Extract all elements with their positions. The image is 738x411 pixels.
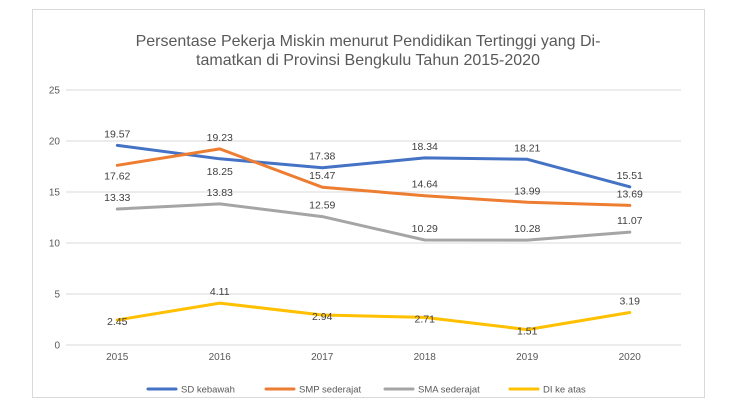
data-label-sd-kebawah-2020: 15.51	[617, 170, 643, 182]
data-label-smp-sederajat-2017: 15.47	[309, 170, 335, 182]
chart-title-line-1: Persentase Pekerja Miskin menurut Pendid…	[136, 33, 601, 50]
data-label-sma-sederajat-2018: 10.29	[412, 223, 438, 235]
series-line-sma-sederajat	[115, 202, 632, 242]
data-label-smp-sederajat-2016: 19.23	[207, 132, 233, 144]
data-label-di-ke-atas-2016: 4.11	[210, 286, 230, 298]
data-label-sma-sederajat-2017: 12.59	[309, 200, 335, 212]
legend-entry-di-ke-atas: DI ke atas	[543, 385, 586, 396]
y-tick-label-5: 5	[54, 290, 60, 301]
legend-entry-sd-kebawah: SD kebawah	[181, 385, 235, 396]
series-lines	[115, 143, 632, 332]
data-label-smp-sederajat-2018: 14.64	[412, 179, 438, 191]
data-label-sd-kebawah-2017: 17.38	[309, 151, 335, 163]
data-label-sma-sederajat-2016: 13.83	[207, 187, 233, 199]
series-line-smp-sederajat	[115, 147, 632, 207]
legend-entry-sma-sederajat: SMA sederajat	[418, 385, 480, 396]
gridlines	[66, 89, 681, 346]
series-line-sd-kebawah	[115, 143, 632, 189]
data-label-smp-sederajat-2020: 13.69	[617, 188, 643, 200]
y-tick-label-25: 25	[49, 86, 61, 97]
series-line-di-ke-atas	[115, 301, 632, 332]
data-label-sd-kebawah-2015: 19.57	[104, 128, 130, 140]
axis-tick-labels: 0 5 10 15 20 25 2015 2016 2017 2018 2019 2020	[49, 86, 641, 364]
data-label-smp-sederajat-2019: 13.99	[514, 185, 540, 197]
x-tick-label-2020: 2020	[619, 352, 642, 363]
data-label-smp-sederajat-2015: 17.62	[104, 170, 130, 182]
chart-title-line-2: tamatkan di Provinsi Bengkulu Tahun 2015…	[196, 52, 540, 69]
data-label-sma-sederajat-2019: 10.28	[514, 223, 540, 235]
data-label-di-ke-atas-2018: 2.71	[415, 313, 436, 325]
x-tick-label-2018: 2018	[414, 352, 437, 363]
data-label-di-ke-atas-2015: 2.45	[107, 316, 128, 328]
y-tick-label-15: 15	[49, 188, 61, 199]
x-tick-label-2016: 2016	[209, 352, 232, 363]
y-tick-label-10: 10	[49, 239, 61, 250]
legend: SD kebawah SMP sederajat SMA sederajat DI k…	[146, 385, 586, 396]
data-label-sma-sederajat-2015: 13.33	[104, 192, 130, 204]
data-label-di-ke-atas-2020: 3.19	[620, 295, 641, 307]
data-label-di-ke-atas-2019: 1.51	[517, 326, 538, 338]
data-label-di-ke-atas-2017: 2.94	[312, 311, 333, 323]
y-tick-label-0: 0	[54, 341, 60, 352]
x-tick-label-2015: 2015	[106, 352, 129, 363]
data-label-sma-sederajat-2020: 11.07	[617, 215, 643, 227]
legend-entry-smp-sederajat: SMP sederajat	[299, 385, 361, 396]
data-label-sd-kebawah-2019: 18.21	[514, 142, 540, 154]
x-tick-label-2019: 2019	[516, 352, 539, 363]
data-label-sd-kebawah-2016: 18.25	[207, 166, 233, 178]
y-tick-label-20: 20	[49, 137, 61, 148]
data-label-sd-kebawah-2018: 18.34	[412, 141, 438, 153]
data-labels: 19.57 18.25 17.38 18.34 18.21 15.51 17.62 19.23…	[104, 128, 643, 337]
x-tick-label-2017: 2017	[311, 352, 334, 363]
